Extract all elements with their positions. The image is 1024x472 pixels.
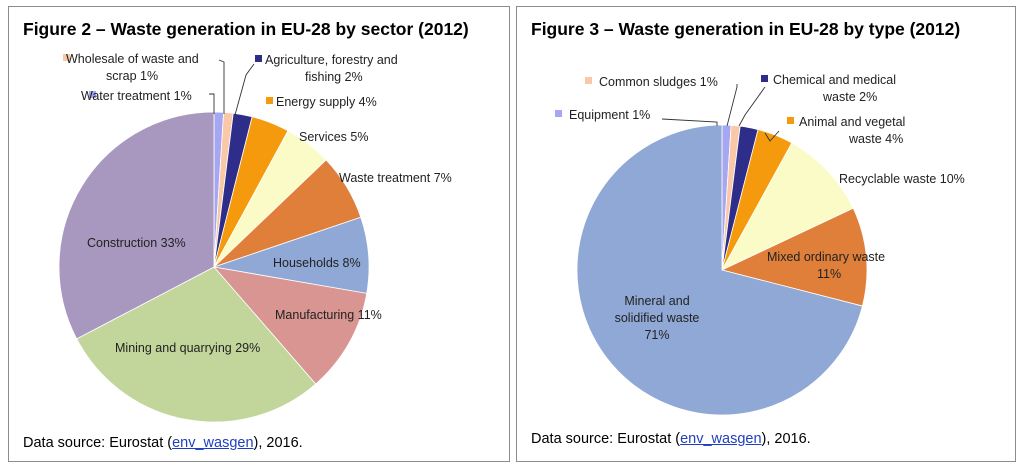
data-source: Data source: Eurostat (env_wasgen), 2016… — [531, 431, 811, 447]
chart-panel-type: Figure 3 – Waste generation in EU-28 by … — [516, 6, 1016, 462]
source-link[interactable]: env_wasgen — [172, 435, 254, 451]
data-label-mineral-and-solidified-waste: Mineral and solidified waste 71% — [615, 294, 700, 342]
chart-title: Figure 3 – Waste generation in EU-28 by … — [531, 19, 961, 39]
source-prefix: Data source: Eurostat ( — [23, 435, 173, 451]
source-prefix: Data source: Eurostat ( — [531, 431, 681, 447]
source-link[interactable]: env_wasgen — [680, 431, 762, 447]
data-label-common-sludges: Common sludges 1% — [599, 75, 718, 89]
data-label-energy-supply: Energy supply 4% — [276, 95, 377, 109]
pie-chart-type: Equipment 1% Common sludges 1% Chemical an… — [555, 73, 965, 416]
leader-line-animal-and-vegetal-waste — [764, 130, 780, 142]
data-label-animal-and-vegetal-waste: Animal and vegetal waste 4% — [799, 115, 905, 146]
data-label-recyclable-waste: Recyclable waste 10% — [839, 172, 965, 186]
data-label-agriculture-forestry-and-fishing: Agriculture, forestry and fishing 2% — [265, 53, 398, 84]
legend-marker-equipment — [555, 110, 562, 117]
legend-marker-common-sludges — [585, 77, 592, 84]
pie-slice-manufacturing — [212, 266, 368, 385]
data-label-households: Households 8% — [273, 256, 361, 270]
data-label-construction: Construction 33% — [87, 236, 186, 250]
pie-slice-mineral-and-solidified-waste — [576, 124, 863, 416]
leader-line-water-treatment — [209, 93, 215, 114]
data-label-wholesale-of-waste-and-scrap: Wholesale of waste and scrap 1% — [66, 52, 199, 83]
pie-slice-recyclable-waste — [721, 142, 854, 271]
source-suffix: ), 2016. — [761, 431, 811, 447]
pie-chart-sector: Water treatment 1% Wholesale of waste and… — [58, 52, 452, 423]
legend-marker-energy-supply — [266, 97, 273, 104]
source-suffix: ), 2016. — [253, 435, 303, 451]
data-label-manufacturing: Manufacturing 11% — [275, 308, 382, 322]
data-source: Data source: Eurostat (env_wasgen), 2016… — [23, 435, 303, 451]
pie-slice-construction — [58, 111, 215, 340]
data-label-chemical-and-medical-waste: Chemical and medical waste 2% — [773, 73, 896, 104]
data-label-services: Services 5% — [299, 130, 368, 144]
chart-panel-sector: Figure 2 – Waste generation in EU-28 by … — [8, 6, 510, 462]
leader-line-chemical-and-medical-waste — [738, 86, 766, 127]
legend-marker-chemical-and-medical-waste — [761, 75, 768, 82]
leader-line-equipment — [661, 118, 718, 126]
data-label-equipment: Equipment 1% — [569, 108, 650, 122]
legend-marker-water-treatment — [89, 91, 96, 98]
data-label-mixed-ordinary-waste: Mixed ordinary waste 11% — [767, 250, 885, 281]
leader-line-wholesale-of-waste-and-scrap — [218, 59, 225, 114]
data-label-waste-treatment: Waste treatment 7% — [339, 171, 452, 185]
pie-slice-mixed-ordinary-waste — [720, 207, 868, 307]
chart-title: Figure 2 – Waste generation in EU-28 by … — [23, 19, 469, 39]
data-label-water-treatment: Water treatment 1% — [81, 89, 192, 103]
legend-marker-agriculture-forestry-and-fishing — [255, 55, 262, 62]
legend-marker-animal-and-vegetal-waste — [787, 117, 794, 124]
pie-slice-mining-and-quarrying — [76, 266, 317, 423]
legend-marker-wholesale-of-waste-and-scrap — [63, 54, 70, 61]
leader-line-agriculture-forestry-and-fishing — [234, 63, 255, 116]
data-label-mining-and-quarrying: Mining and quarrying 29% — [115, 341, 260, 355]
leader-line-common-sludges — [726, 84, 738, 127]
